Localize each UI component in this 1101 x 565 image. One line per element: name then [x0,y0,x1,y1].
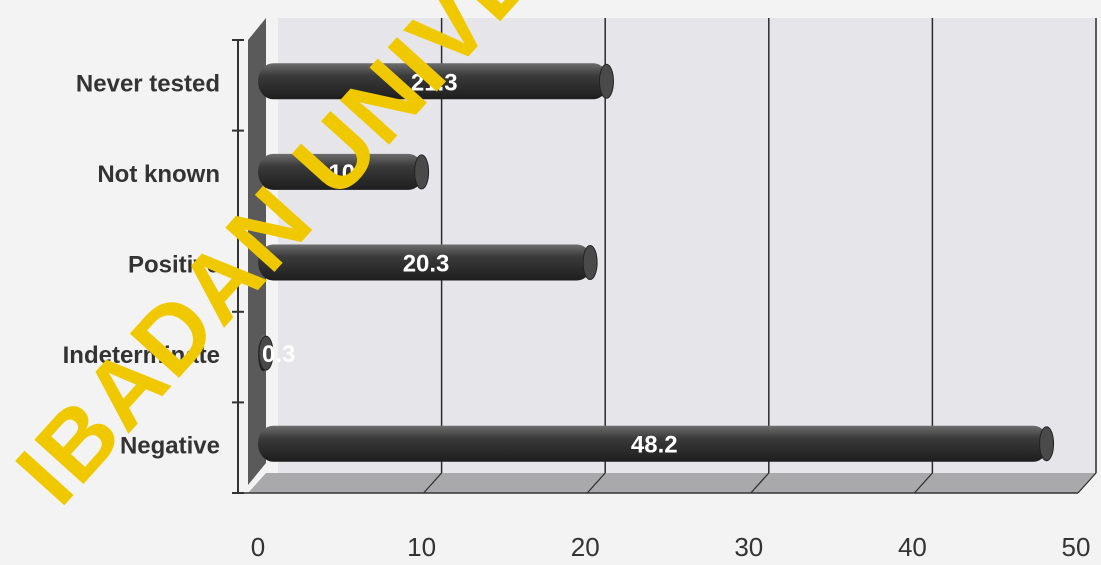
category-label: Indeterminate [63,342,220,369]
category-label: Negative [120,433,220,460]
gridline-floor-1 [423,472,443,494]
bar-body [258,244,593,281]
x-tick-label: 10 [407,532,436,560]
bar [258,153,430,190]
category-label: Never tested [76,70,220,97]
bar-cap [598,63,614,99]
plot-floor [248,473,1096,493]
bar [258,63,614,100]
bar-body [258,153,424,190]
bar-cap [582,245,598,280]
category-label: Not known [97,161,220,188]
bar-body [258,63,609,100]
x-tick-label: 20 [571,532,600,560]
labels: Never tested 21.3 Not known 10 Positive 20.3 I… [63,69,678,459]
gridline-floor-4 [913,472,933,494]
gridline-floor-5 [1077,472,1097,494]
axes: 0 10 20 30 40 50 [232,39,1091,562]
x-tick-label: 50 [1062,532,1091,560]
x-tick-label: 0 [251,532,265,560]
bar [258,425,1055,462]
category-label: Positive [128,252,220,279]
bar-body [258,425,1049,462]
gridline-floor-2 [586,472,606,494]
data-label: 0.3 [262,341,295,368]
bars [258,63,1055,462]
x-tick-label: 40 [898,532,927,560]
bar-cap [258,335,274,371]
data-label: 20.3 [403,251,450,278]
data-label: 10 [328,160,355,187]
x-tick-label: 30 [734,532,763,560]
bar-cap [1039,426,1055,462]
bar [258,335,274,372]
bar-cap [414,154,430,190]
data-label: 48.2 [631,432,678,459]
bar [258,244,598,281]
gridline-floor-3 [750,472,770,494]
data-label: 21.3 [411,69,458,96]
